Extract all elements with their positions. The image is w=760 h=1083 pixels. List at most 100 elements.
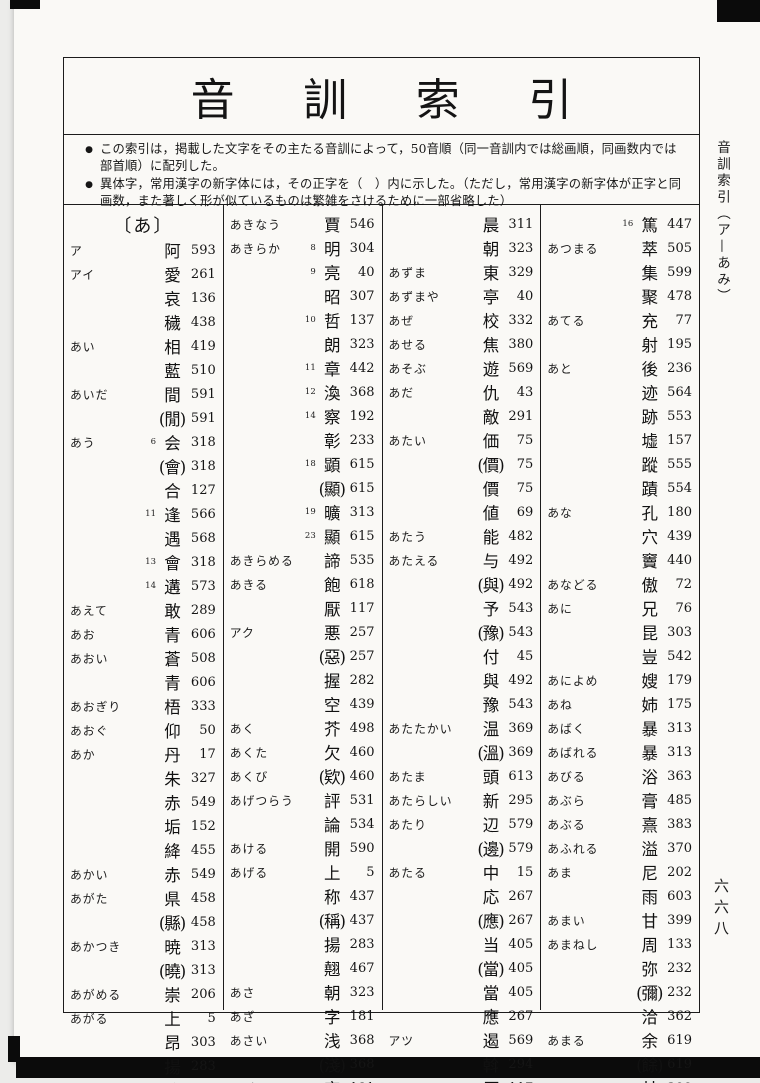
index-row: あずまや 亭 40: [383, 284, 541, 308]
reading-cell: あいだ: [70, 387, 109, 402]
kanji-cell: 欠: [324, 744, 341, 763]
page-number-cell: 615: [349, 480, 375, 496]
kanji-cell: 揚: [164, 1058, 181, 1077]
page-number-cell: 549: [190, 866, 216, 882]
page-number-cell: 313: [349, 504, 375, 520]
kanji-cell: 甘: [634, 1076, 664, 1083]
kanji-cell: 溢: [641, 840, 659, 859]
kanji-cell: 値: [482, 504, 500, 523]
reading-cell: あがる: [70, 1011, 109, 1026]
index-row: 値 69: [383, 500, 541, 524]
kanji-cell: 萃: [641, 240, 659, 259]
index-row: 翹 467: [224, 956, 382, 980]
kanji-cell: 暴: [641, 744, 659, 763]
page-number-cell: 606: [190, 626, 216, 642]
kanji-cell: 尼: [641, 864, 659, 883]
index-row: (溫) 369: [383, 740, 541, 764]
index-row: あがめる 崇 206: [64, 982, 223, 1006]
kanji-cell: (與): [477, 576, 504, 595]
stroke-count: 23: [304, 531, 316, 541]
kanji-cell: 斡: [482, 1056, 500, 1075]
reading-cell: あまんじる: [547, 1080, 621, 1083]
index-row: 14 察 192: [224, 404, 382, 428]
reading-cell: あに: [547, 601, 573, 616]
index-row: (邊) 579: [383, 836, 541, 860]
index-row: アク 悪 257: [224, 620, 382, 644]
index-row: 垢 152: [64, 814, 223, 838]
index-row: アイ 愛 261: [64, 262, 223, 286]
page-number-cell: 76: [675, 600, 692, 616]
page-number-cell: 313: [190, 962, 216, 978]
page-number-cell: 283: [190, 1058, 216, 1074]
page-number-cell: 40: [357, 264, 375, 280]
index-row: あかい 赤 549: [64, 862, 223, 886]
kanji-cell: 厭: [324, 600, 341, 619]
kanji-cell: 豫: [482, 696, 500, 715]
kanji-cell: 空: [324, 696, 341, 715]
page-number-cell: 405: [508, 960, 534, 976]
kanji-cell: 予: [482, 600, 500, 619]
page-number-cell: 613: [508, 768, 534, 784]
page-number-cell: 438: [190, 314, 216, 330]
reading-cell: あてる: [547, 313, 586, 328]
kanji-cell: 渙: [324, 384, 341, 403]
page-number-cell: 181: [347, 1081, 375, 1083]
kanji-cell: 東: [482, 264, 500, 283]
index-row: あつまる 萃 505: [541, 236, 699, 260]
index-row: 集 599: [541, 260, 699, 284]
page-number-cell: 332: [508, 312, 534, 328]
reading-cell: あによめ: [547, 673, 599, 688]
index-row: あざ 字 181: [224, 1004, 382, 1028]
index-row: あえて 敢 289: [64, 598, 223, 622]
reading-cell: あがた: [70, 891, 109, 906]
usage-notes: ● この索引は，掲載した文字をその主たる音訓によって，50音順（同一音訓内では総…: [64, 135, 699, 208]
page-number-cell: 362: [667, 1008, 692, 1024]
index-row: あい 相 419: [64, 334, 223, 358]
kanji-cell: (豫): [477, 624, 504, 643]
index-row: 蹟 554: [541, 476, 699, 500]
index-row: 11 章 442: [224, 356, 382, 380]
page-number-cell: 137: [349, 312, 375, 328]
index-row: あてる 充 77: [541, 308, 699, 332]
index-row: あばく 暴 313: [541, 716, 699, 740]
page-number-cell: 569: [508, 360, 534, 376]
index-row: 洽 362: [541, 1004, 699, 1028]
page-number-cell: 75: [516, 456, 534, 472]
page-number-cell: 591: [190, 386, 216, 402]
index-row: あきなう 賈 546: [224, 212, 382, 236]
stroke-count: 11: [304, 363, 316, 373]
index-row: あだ 仇 43: [383, 380, 541, 404]
kanji-cell: 握: [324, 672, 341, 691]
index-column-1: 〔あ〕 ア阿 593 アイ愛 261 哀 136 穢 438 あい相 419 藍 510 あいだ間 591…: [64, 205, 223, 1083]
reading-cell: あね: [547, 697, 573, 712]
index-row: (應) 267: [383, 908, 541, 932]
kanji-cell: 仇: [482, 384, 500, 403]
reading-cell: あたう: [388, 529, 427, 544]
kanji-cell: 上: [164, 1010, 181, 1029]
index-row: 予 543: [383, 596, 541, 620]
kanji-cell: 熹: [641, 816, 659, 835]
kanji-cell: 焦: [482, 336, 500, 355]
kanji-cell: 揚: [324, 936, 341, 955]
kanji-cell: 集: [641, 264, 659, 283]
index-row: 付 45: [383, 644, 541, 668]
page-number-cell: 127: [190, 482, 216, 498]
kanji-cell: 余: [641, 1032, 659, 1051]
kanji-cell: 弥: [641, 960, 659, 979]
kanji-cell: 充: [641, 312, 659, 331]
page-number-cell: 157: [667, 432, 692, 448]
kanji-cell: 孔: [641, 504, 659, 523]
kanji-cell: 穴: [641, 528, 659, 547]
kanji-cell: 昂: [164, 1034, 181, 1053]
page-number-cell: 543: [508, 624, 534, 640]
page-number-cell: 5: [366, 864, 375, 880]
reading-cell: あくた: [229, 745, 269, 760]
kanji-cell: 丹: [164, 746, 181, 765]
kanji-cell: 敢: [164, 602, 181, 621]
reading-cell: あい: [70, 339, 96, 354]
page-number-cell: 133: [667, 936, 692, 952]
page-number-cell: 313: [667, 744, 692, 760]
index-row: あそぶ 遊 569: [383, 356, 541, 380]
index-row: (當) 405: [383, 956, 541, 980]
index-row: (稱) 437: [224, 908, 382, 932]
